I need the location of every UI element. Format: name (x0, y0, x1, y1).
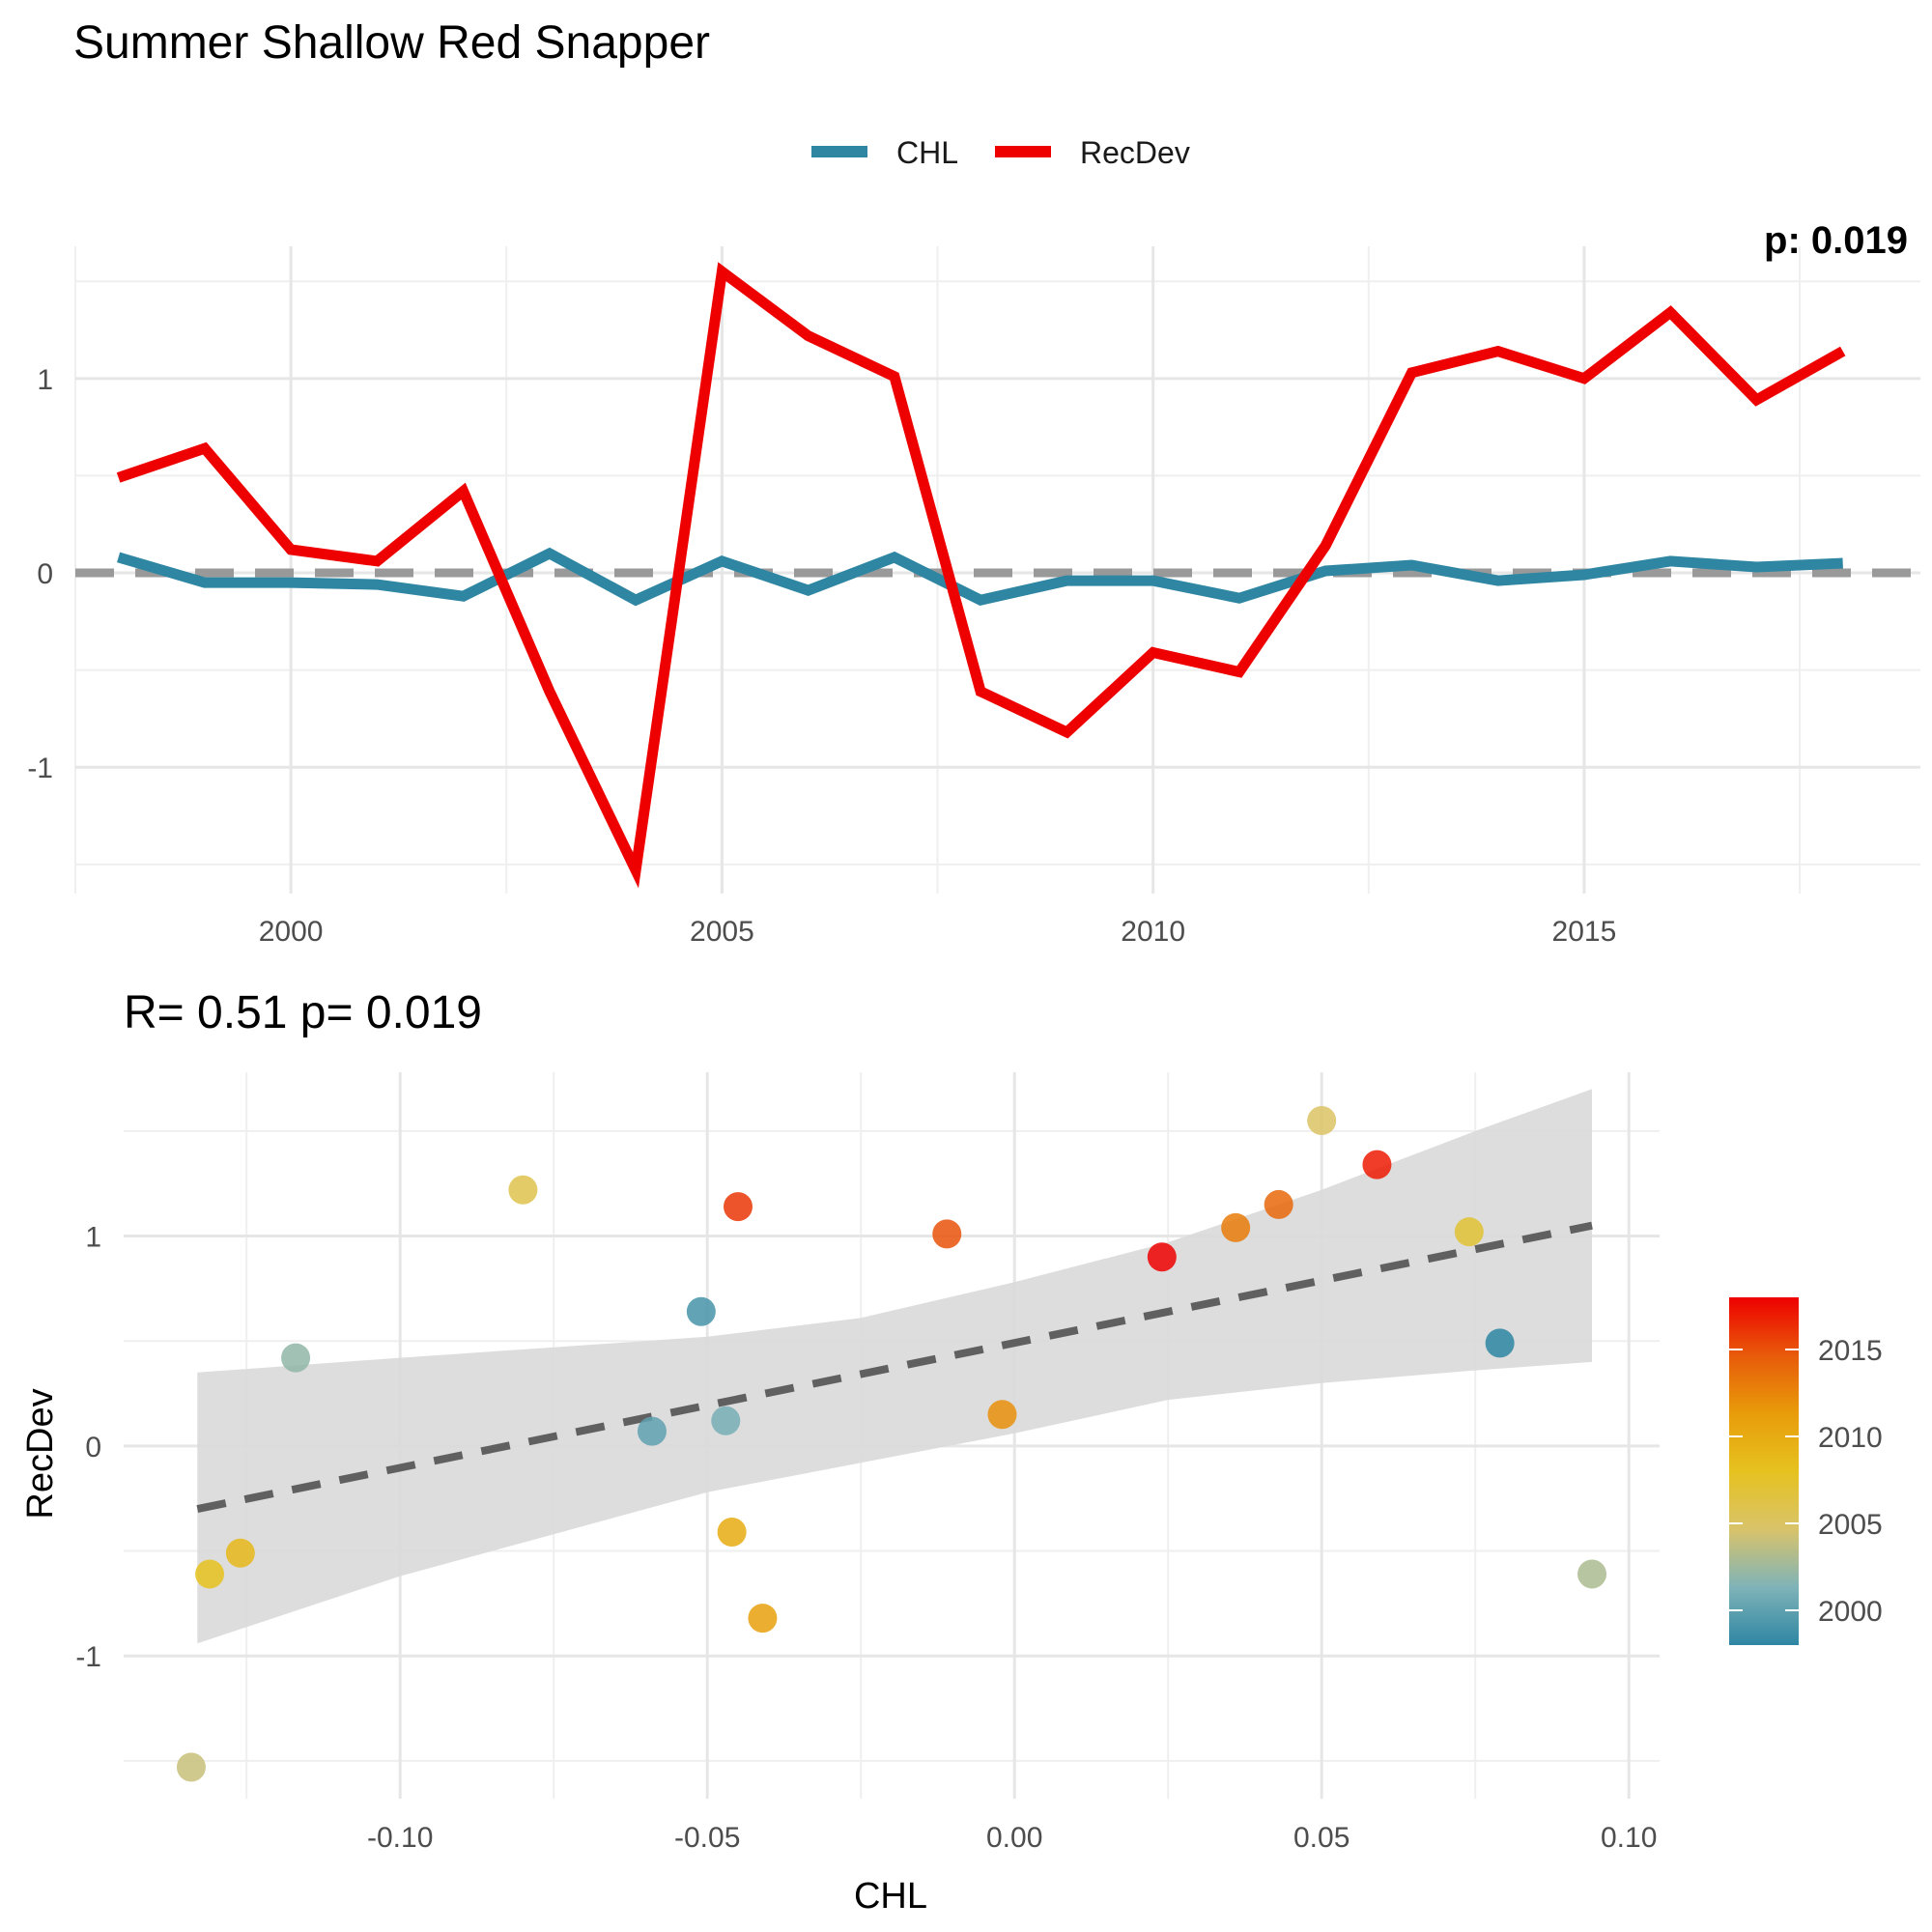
scatter-point (508, 1175, 538, 1205)
chart-title: Summer Shallow Red Snapper (73, 17, 710, 69)
colorbar-tick-label: 2010 (1818, 1422, 1883, 1454)
y-tick-label: 1 (85, 1222, 101, 1254)
scatter-point (717, 1517, 747, 1547)
x-tick-label: -0.10 (367, 1822, 433, 1854)
series-line-recdev (116, 262, 1846, 889)
colorbar-tick-label: 2015 (1818, 1335, 1883, 1367)
scatter-point (281, 1343, 311, 1373)
year-colorbar: 2000 2005 2010 2015 (1729, 1297, 1883, 1645)
y-tick-label: 1 (37, 364, 53, 396)
regression-fit-line (196, 1221, 1593, 1513)
scatter-point (711, 1406, 741, 1435)
colorbar-gradient (1729, 1297, 1799, 1645)
colorbar-tick-label: 2005 (1818, 1509, 1883, 1541)
scatter-point (1362, 1150, 1392, 1179)
y-tick-label: 0 (85, 1432, 101, 1463)
scatter-point (1454, 1217, 1484, 1247)
colorbar-tick-label: 2000 (1818, 1596, 1883, 1628)
scatter-point (225, 1538, 255, 1568)
y-tick-label: -1 (27, 753, 53, 784)
legend: CHL RecDev (811, 135, 1190, 170)
scatter-point (748, 1604, 778, 1634)
x-tick-label: -0.05 (674, 1822, 740, 1854)
scatter-point (1147, 1242, 1177, 1272)
scatter-panel: -0.10 -0.05 0.00 0.05 0.10 -1 0 1 (75, 1072, 1660, 1854)
scatter-x-axis-title: CHL (854, 1876, 927, 1917)
x-tick-label: 2010 (1121, 916, 1185, 948)
timeseries-panel: 2000 2005 2010 2015 -1 0 1 (27, 246, 1920, 948)
scatter-point (1264, 1189, 1293, 1219)
scatter-point (987, 1400, 1017, 1430)
y-tick-label: -1 (75, 1641, 101, 1673)
scatter-point (176, 1752, 206, 1782)
scatter-point (1577, 1559, 1607, 1589)
x-tick-label: 0.00 (986, 1822, 1042, 1854)
scatter-y-axis-title: RecDev (20, 1388, 61, 1519)
x-tick-label: 2000 (259, 916, 324, 948)
x-tick-label: 2005 (690, 916, 754, 948)
scatter-point (195, 1559, 225, 1589)
series-line-chl (117, 547, 1843, 607)
scatter-point (637, 1416, 667, 1446)
scatter-subtitle: R= 0.51 p= 0.019 (124, 987, 482, 1038)
legend-label-chl: CHL (896, 135, 958, 170)
scatter-point (686, 1296, 716, 1326)
y-tick-label: 0 (37, 558, 53, 590)
scatter-point (1221, 1212, 1251, 1242)
scatter-point (724, 1192, 753, 1222)
legend-label-recdev: RecDev (1080, 135, 1190, 170)
x-tick-label: 2015 (1552, 916, 1617, 948)
corner-p-label: p: 0.019 (1764, 219, 1908, 262)
x-tick-label: 0.05 (1293, 1822, 1350, 1854)
scatter-point (1485, 1328, 1515, 1358)
scatter-point (1307, 1105, 1337, 1135)
x-tick-label: 0.10 (1601, 1822, 1657, 1854)
scatter-point (932, 1219, 962, 1249)
